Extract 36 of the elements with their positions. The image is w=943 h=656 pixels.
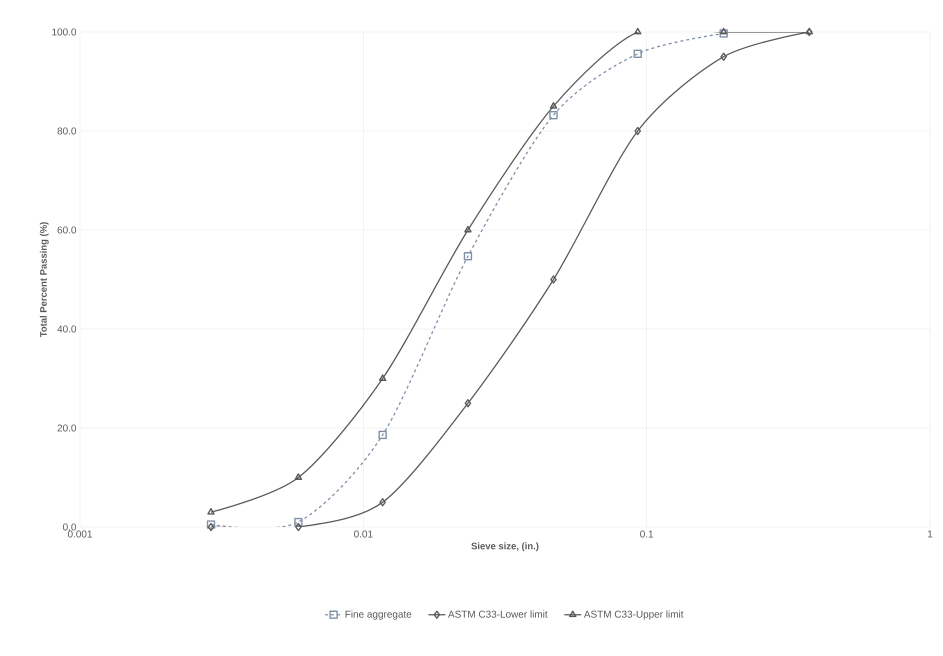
point (634, 28, 642, 34)
point (720, 52, 727, 61)
legend-label: ASTM C33-Lower limit (448, 610, 548, 618)
point (720, 28, 728, 34)
x-tick-label: 0.001 (68, 530, 92, 538)
y-axis-title: Total Percent Passing (%) (40, 222, 49, 338)
point (634, 50, 642, 58)
point (464, 399, 472, 408)
y-tick-label: 40.0 (57, 325, 76, 333)
x-tick-label: 0.01 (354, 530, 373, 538)
point (208, 522, 214, 532)
point (207, 508, 215, 515)
legend-label: Fine aggregate (346, 610, 412, 620)
y-tick-label: 0.0 (63, 523, 76, 531)
y-tick-label: 80.0 (58, 127, 76, 135)
x-tick-label: 0.1 (640, 530, 654, 538)
point (295, 522, 302, 532)
point (464, 252, 472, 260)
x-axis-title: Sieve size, (in.) (471, 542, 538, 552)
point (550, 102, 558, 109)
x-tick-label: 1 (928, 530, 932, 538)
legend-label: ASTM C33-Upper limit (584, 610, 684, 620)
point (206, 520, 216, 529)
y-tick-label: 20.0 (58, 424, 76, 432)
point (378, 430, 387, 440)
point (379, 498, 386, 506)
point (294, 518, 303, 526)
point (634, 126, 642, 136)
point (464, 226, 472, 232)
y-tick-label: 60.0 (58, 226, 76, 234)
point (719, 29, 728, 38)
point (294, 473, 302, 480)
y-tick-label: 100.0 (52, 28, 76, 36)
point (550, 275, 557, 284)
point (378, 374, 386, 381)
point (549, 110, 558, 120)
